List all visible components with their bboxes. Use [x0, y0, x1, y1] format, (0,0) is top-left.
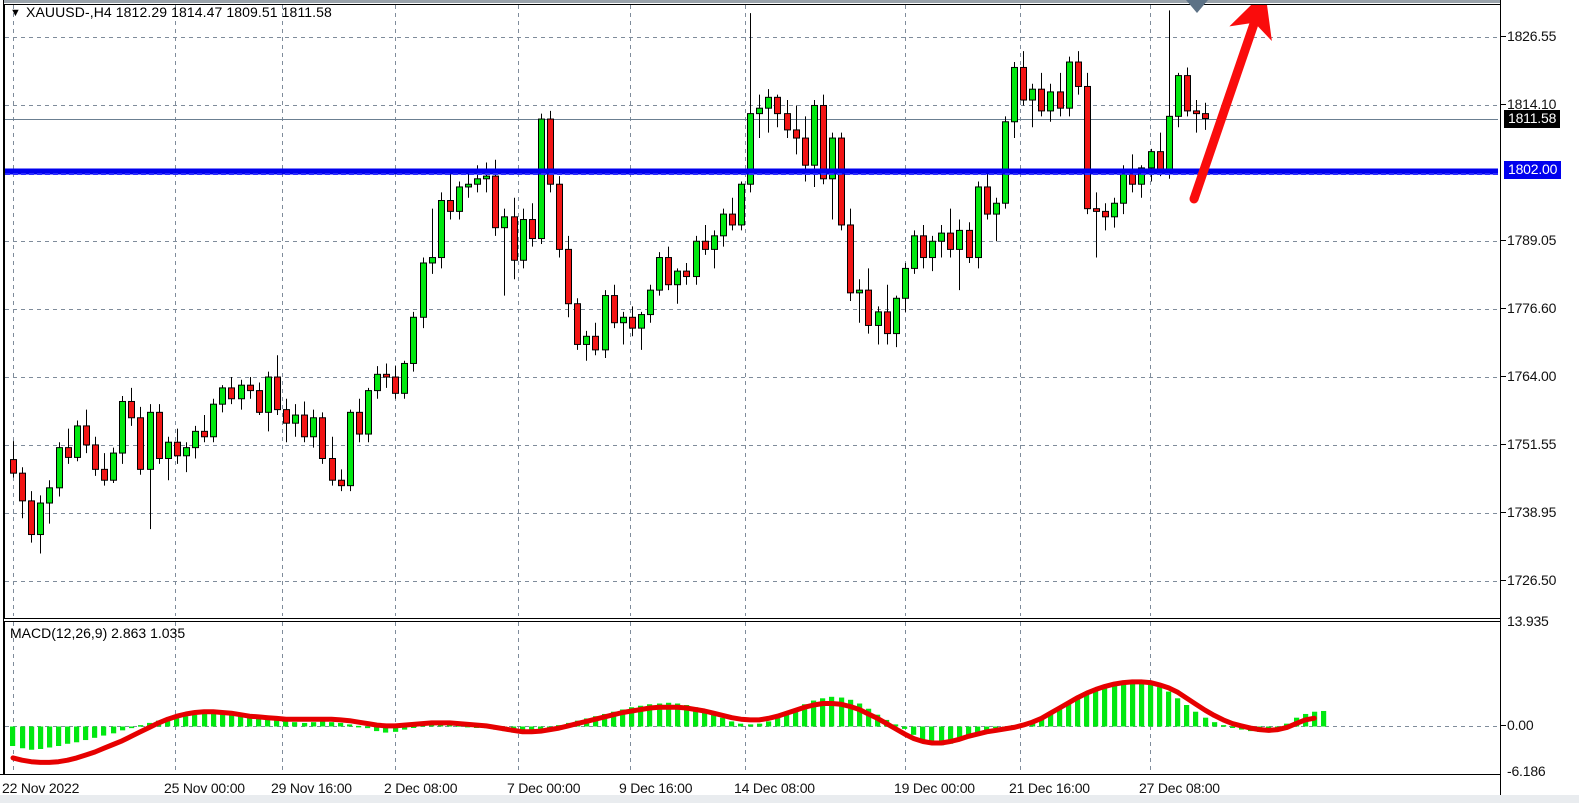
triangle-down-icon[interactable]: ▼	[10, 7, 21, 19]
price-tick-label: 1764.00	[1507, 368, 1557, 385]
window-bottom-strip	[0, 795, 1579, 803]
time-tick-label: 19 Dec 00:00	[894, 780, 975, 796]
current-price-badge[interactable]: 1811.58	[1504, 109, 1561, 128]
chart-header: ▼ XAUUSD-,H4 1812.29 1814.47 1809.51 1811…	[10, 4, 332, 20]
macd-chart-canvas	[5, 622, 1498, 772]
price-tick-label: 1826.55	[1507, 28, 1557, 45]
macd-tick-label: -6.186	[1507, 763, 1546, 779]
price-tick-mark	[1501, 308, 1506, 309]
price-tick-mark	[1501, 104, 1506, 105]
price-tick-label: 1789.05	[1507, 231, 1557, 248]
time-tick-label: 27 Dec 08:00	[1139, 780, 1220, 796]
price-tick-label: 1751.55	[1507, 435, 1557, 452]
price-chart-panel[interactable]	[4, 4, 1501, 619]
price-tick-label: 1726.50	[1507, 571, 1557, 588]
window-top-border	[0, 0, 1579, 3]
macd-tick-label: 13.935	[1507, 613, 1549, 629]
price-tick-mark	[1501, 512, 1506, 513]
triangle-down-marker-icon	[1186, 0, 1208, 13]
price-tick-mark	[1501, 444, 1506, 445]
time-tick-label: 7 Dec 00:00	[507, 780, 581, 796]
support-price-badge[interactable]: 1802.00	[1504, 160, 1562, 179]
time-tick-label: 22 Nov 2022	[2, 780, 80, 796]
macd-label: MACD(12,26,9) 2.863 1.035	[10, 625, 186, 641]
price-chart-canvas	[5, 5, 1498, 616]
price-tick-mark	[1501, 580, 1506, 581]
price-tick-mark	[1501, 376, 1506, 377]
price-tick-label: 1776.60	[1507, 299, 1557, 316]
price-tick-label: 1814.10	[1507, 95, 1557, 112]
time-tick-label: 9 Dec 16:00	[619, 780, 693, 796]
chart-header-text: XAUUSD-,H4 1812.29 1814.47 1809.51 1811.…	[26, 4, 332, 20]
price-scale[interactable]: 1826.55 1814.10 1802.00 1789.05 1776.60 1764.…	[1500, 0, 1579, 803]
macd-indicator-panel[interactable]	[4, 621, 1501, 775]
time-tick-label: 2 Dec 08:00	[384, 780, 458, 796]
window-left-border	[0, 0, 4, 803]
price-tick-mark	[1501, 36, 1506, 37]
price-tick-mark	[1501, 240, 1506, 241]
macd-tick-label: 0.00	[1507, 716, 1534, 733]
macd-tick-mark	[1501, 725, 1506, 726]
time-tick-label: 14 Dec 08:00	[734, 780, 815, 796]
time-tick-label: 25 Nov 00:00	[164, 780, 245, 796]
time-tick-label: 29 Nov 16:00	[271, 780, 352, 796]
time-tick-label: 21 Dec 16:00	[1009, 780, 1090, 796]
price-tick-label: 1738.95	[1507, 504, 1557, 521]
